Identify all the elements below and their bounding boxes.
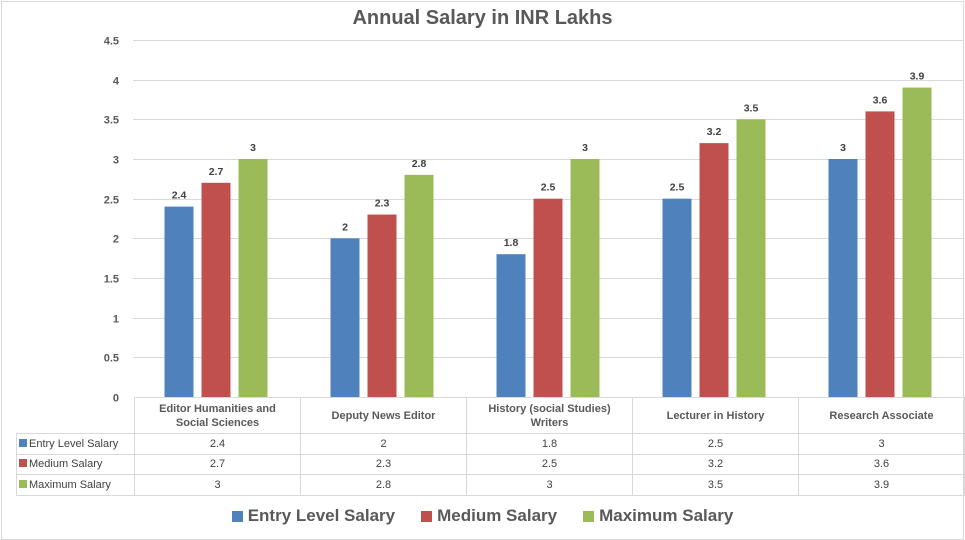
data-label: 2.3 (375, 198, 390, 210)
category-header: Editor Humanities and Social Sciences (134, 397, 301, 434)
table-cell: 3.2 (632, 453, 799, 475)
data-label: 2.4 (172, 190, 187, 202)
category-header: Research Associate (798, 397, 965, 434)
data-label: 3 (582, 142, 588, 154)
bar (164, 206, 194, 397)
legend-item: Maximum Salary (583, 506, 733, 526)
bar (570, 159, 600, 397)
bar (662, 198, 692, 397)
bar (699, 143, 729, 397)
series-swatch (19, 479, 27, 488)
table-corner (17, 398, 135, 434)
x-tick-label: Research Associate (829, 409, 934, 422)
legend-label: Entry Level Salary (247, 506, 396, 525)
table-cell: 2 (300, 433, 467, 455)
data-label: 2.5 (541, 182, 556, 194)
bar (496, 254, 526, 397)
table-cell: 2.3 (300, 453, 467, 475)
data-label: 3.5 (744, 102, 759, 114)
y-tick-label: 0 (113, 393, 119, 405)
table-cell: 3 (466, 474, 633, 496)
table-cell: 2.5 (632, 433, 799, 455)
legend-label: Medium Salary (437, 506, 558, 525)
y-tick-label: 1.5 (104, 274, 119, 286)
bar (330, 238, 360, 397)
table-cell: 3 (134, 474, 301, 496)
y-tick-label: 1 (113, 314, 119, 326)
table-cell: 1.8 (466, 433, 633, 455)
data-label: 3.6 (873, 94, 888, 106)
series-swatch (19, 459, 27, 468)
y-tick-label: 2 (113, 234, 119, 246)
data-table: Editor Humanities and Social Sciences Depu… (16, 397, 965, 496)
legend-swatch (231, 510, 243, 522)
series-row-header: Medium Salary (16, 453, 135, 475)
legend-swatch (421, 510, 433, 522)
table-cell: 2.5 (466, 453, 633, 475)
legend-swatch (583, 510, 595, 522)
chart-title: Annual Salary in INR Lakhs (352, 7, 613, 29)
y-tick-label: 4.5 (104, 36, 119, 48)
data-label: 3.2 (707, 126, 722, 138)
series-row-header: Maximum Salary (16, 474, 135, 496)
bar (404, 174, 434, 397)
bar (238, 159, 268, 397)
legend-item: Medium Salary (421, 506, 557, 526)
data-label: 2.8 (412, 158, 427, 170)
bar (367, 214, 397, 397)
table-cell: 3 (798, 433, 965, 455)
y-tick-label: 2.5 (104, 195, 119, 207)
category-header: History (social Studies) Writers (466, 397, 633, 434)
bar (736, 119, 766, 397)
bar (201, 182, 231, 397)
y-tick-label: 3.5 (104, 115, 119, 127)
bar (902, 87, 932, 397)
y-tick-label: 3 (113, 155, 119, 167)
category-header: Lecturer in History (632, 397, 799, 434)
x-tick-label: History (social Studies) (488, 402, 611, 415)
y-tick-label: 0.5 (104, 353, 119, 365)
data-label: 2.5 (670, 182, 685, 194)
series-row-header: Entry Level Salary (16, 433, 135, 455)
table-cell: 2.4 (134, 433, 301, 455)
category-header: Deputy News Editor (300, 397, 467, 434)
data-label: 1.8 (504, 237, 519, 249)
legend-item: Entry Level Salary (231, 506, 396, 526)
bar (533, 198, 563, 397)
series-name: Entry Level Salary (29, 437, 119, 450)
bar (828, 159, 858, 397)
table-cell: 3.5 (632, 474, 799, 496)
y-tick-label: 4 (113, 76, 120, 88)
series-swatch (19, 438, 27, 447)
series-name: Maximum Salary (29, 478, 111, 491)
table-row: Entry Level Salary 2.4 2 1.8 2.5 3 (16, 433, 965, 455)
table-cell: 3.6 (798, 453, 965, 475)
table-row: Maximum Salary 3 2.8 3 3.5 3.9 (16, 474, 965, 496)
data-label: 3 (840, 142, 846, 154)
data-label: 3.9 (910, 71, 925, 83)
x-tick-label: Lecturer in History (666, 409, 765, 422)
table-cell: 2.8 (300, 474, 467, 496)
table-cell: 2.7 (134, 453, 301, 475)
x-tick-label: Editor Humanities and (159, 402, 276, 415)
data-label: 3 (250, 142, 256, 154)
legend: Entry Level Salary Medium Salary Maximum S… (0, 506, 965, 526)
table-row: Medium Salary 2.7 2.3 2.5 3.2 3.6 (16, 453, 965, 475)
x-tick-label: Writers (530, 416, 569, 429)
data-label: 2 (342, 221, 348, 233)
data-label: 2.7 (209, 166, 224, 178)
x-tick-label: Deputy News Editor (331, 409, 436, 422)
series-name: Medium Salary (29, 458, 103, 471)
x-tick-label: Social Sciences (175, 416, 260, 429)
legend-label: Maximum Salary (599, 506, 734, 525)
bar (865, 111, 895, 398)
table-cell: 3.9 (798, 474, 965, 496)
